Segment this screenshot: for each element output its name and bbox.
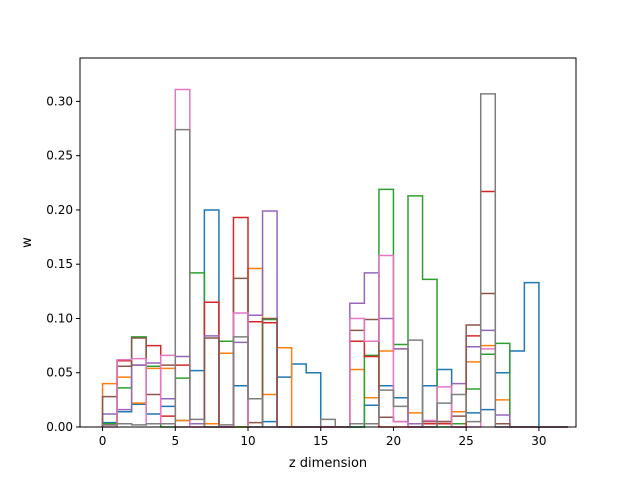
y-axis-ticks: 0.00 0.05 0.10 0.15 0.20 0.25 0.30: [46, 94, 80, 434]
x-tick-label: 25: [459, 434, 474, 448]
y-axis-label: w: [20, 237, 35, 248]
x-axis-ticks: 0 5 10 15 20 25 30: [99, 427, 547, 448]
y-tick-label: 0.15: [46, 257, 73, 271]
x-axis-label: z dimension: [289, 456, 367, 471]
y-tick-label: 0.20: [46, 203, 73, 217]
y-tick-label: 0.00: [46, 420, 73, 434]
x-tick-label: 0: [99, 434, 107, 448]
x-tick-label: 10: [240, 434, 255, 448]
plot-frame: [79, 57, 577, 428]
y-tick-label: 0.05: [46, 366, 73, 380]
y-tick-label: 0.25: [46, 149, 73, 163]
x-tick-label: 5: [171, 434, 179, 448]
x-tick-label: 30: [531, 434, 546, 448]
series-8-step-line: [101, 93, 568, 428]
y-tick-label: 0.10: [46, 311, 73, 325]
x-tick-label: 20: [386, 434, 401, 448]
x-tick-label: 15: [313, 434, 328, 448]
y-tick-label: 0.30: [46, 94, 73, 108]
